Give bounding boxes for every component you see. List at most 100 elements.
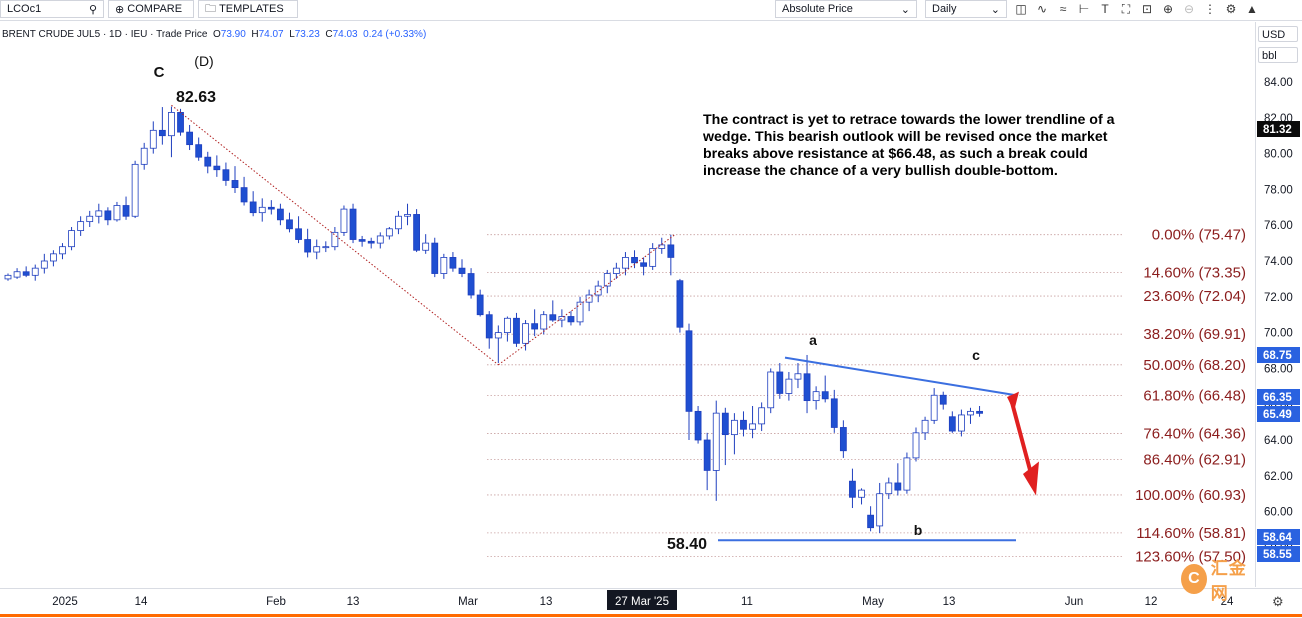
- axis-settings-icon: ⚙: [1272, 594, 1284, 609]
- x-tick-label: 13: [347, 596, 360, 608]
- candle-down: [158, 129, 166, 137]
- candle-down: [694, 410, 702, 441]
- bearish-arrow: [1009, 398, 1035, 482]
- candle-down: [349, 208, 357, 240]
- interval-value: Daily: [932, 3, 957, 15]
- bearish-arrowhead: [1023, 461, 1039, 496]
- legend-close-label: C: [325, 29, 333, 40]
- legend-high-label: H: [251, 29, 259, 40]
- legend-close: 74.03: [332, 29, 358, 40]
- fullscreen-icon[interactable]: ⛶: [1121, 2, 1131, 16]
- crosshair-icon[interactable]: ⊢: [1078, 2, 1090, 16]
- price-axis[interactable]: [1255, 22, 1302, 587]
- price-badge-label: 65.49: [1263, 409, 1292, 421]
- candle-up: [758, 407, 766, 425]
- symbol-search[interactable]: LCOc1 ⚲: [0, 0, 104, 18]
- candle-down: [195, 144, 203, 158]
- fibonacci-levels: 0.00% (75.47) 14.60% (73.35) 23.60% (72.04…: [487, 227, 1246, 565]
- candle-down: [286, 219, 293, 230]
- downtrend-line: [171, 104, 499, 366]
- candle-up: [131, 163, 139, 217]
- candle-up: [749, 423, 756, 430]
- unit-select[interactable]: bbl: [1258, 47, 1298, 63]
- candle-up: [95, 210, 103, 217]
- zoom-out-icon[interactable]: ⊖: [1183, 2, 1195, 16]
- legend-open-label: O: [212, 29, 221, 40]
- candle-down: [295, 228, 302, 240]
- currency-select[interactable]: USD: [1258, 26, 1298, 42]
- measure-icon[interactable]: ⊡: [1141, 2, 1153, 16]
- candle-up: [912, 432, 920, 459]
- low-price-label: 58.40: [667, 536, 707, 553]
- analysis-annotation: The contract is yet to retrace towards t…: [703, 112, 1115, 179]
- candle-up: [13, 271, 21, 278]
- x-tick-label: 12: [1145, 596, 1158, 608]
- candle-down: [222, 169, 230, 181]
- settings-icon[interactable]: ⚙: [1225, 2, 1237, 16]
- fib-label: 14.60% (73.35): [1143, 265, 1246, 282]
- compare-button[interactable]: ⊕ COMPARE: [108, 0, 194, 18]
- logo-icon: ▲: [1246, 2, 1258, 16]
- templates-button[interactable]: 🗀 TEMPLATES: [198, 0, 298, 18]
- interval-select[interactable]: Daily ⌄: [925, 0, 1007, 18]
- text-icon[interactable]: T: [1101, 2, 1109, 16]
- candle-up: [494, 332, 502, 339]
- y-tick-label: 60.00: [1264, 507, 1293, 519]
- price-badge-label: 58.55: [1263, 549, 1292, 561]
- candle-up: [585, 294, 593, 303]
- legend-change: 0.24 (+0.33%): [363, 29, 427, 40]
- y-tick-label: 68.00: [1264, 363, 1293, 375]
- candle-down: [631, 257, 638, 264]
- more-icon[interactable]: ⋮: [1204, 2, 1216, 16]
- price-badge: [1257, 546, 1300, 562]
- candle-up: [603, 273, 611, 287]
- candle-up: [921, 419, 929, 434]
- candle-up: [967, 410, 974, 416]
- candle-up: [168, 112, 175, 137]
- candle-down: [485, 314, 493, 339]
- candle-down: [177, 112, 184, 133]
- legend-low: 73.23: [294, 29, 320, 40]
- candle-down: [894, 482, 902, 491]
- x-tick-label: Jun: [1065, 596, 1084, 608]
- candle-down: [231, 180, 239, 189]
- candle-up: [422, 242, 430, 251]
- candle-down: [939, 394, 947, 405]
- candle-down: [431, 242, 439, 274]
- y-tick-label: 76.00: [1264, 220, 1293, 232]
- x-tick-label: 2025: [52, 596, 78, 608]
- candle-down: [685, 330, 693, 412]
- candle-down: [948, 416, 956, 432]
- candle-up: [313, 246, 321, 253]
- y-tick-label: 80.00: [1264, 149, 1293, 161]
- y-tick-label: 74.00: [1264, 256, 1293, 268]
- y-tick-label: 64.00: [1264, 435, 1293, 447]
- price-type-select[interactable]: Absolute Price ⌄: [775, 0, 917, 18]
- templates-label: TEMPLATES: [219, 3, 284, 15]
- candle-down: [240, 187, 248, 203]
- candles-icon[interactable]: ◫: [1015, 2, 1027, 16]
- candle-down: [458, 267, 466, 274]
- indicators-icon[interactable]: ∿: [1036, 2, 1048, 16]
- peak-price-label: 82.63: [176, 89, 216, 106]
- candle-down: [513, 317, 520, 344]
- candle-up: [77, 221, 85, 231]
- candle-up: [140, 147, 148, 165]
- candle-up: [68, 230, 75, 248]
- candle-up: [322, 246, 330, 249]
- zoom-in-icon[interactable]: ⊕: [1162, 2, 1174, 16]
- candle-up: [540, 314, 548, 330]
- candle-up: [649, 248, 657, 267]
- price-badge: [1257, 529, 1300, 545]
- price-badge: [1257, 347, 1300, 363]
- x-tick-label: 13: [943, 596, 956, 608]
- candle-up: [258, 206, 266, 214]
- candle-down: [531, 323, 539, 330]
- drawing-icon[interactable]: ≈: [1059, 2, 1067, 16]
- candle-down: [213, 165, 221, 171]
- candle-down: [276, 208, 284, 221]
- candle-up: [576, 301, 584, 323]
- folder-icon: 🗀: [205, 2, 220, 15]
- candle-up: [40, 260, 48, 269]
